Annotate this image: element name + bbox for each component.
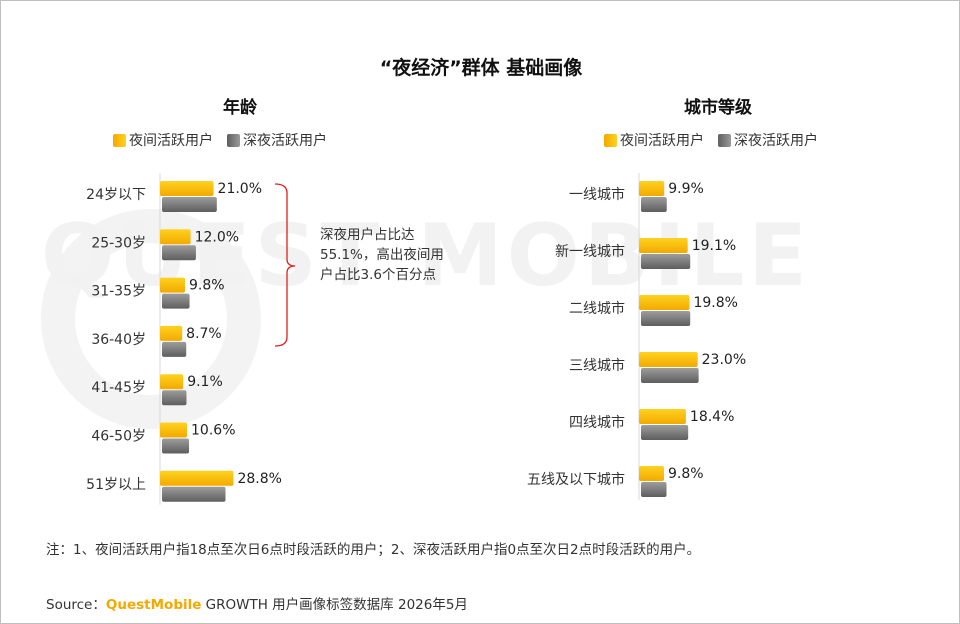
annotation-bracket <box>274 183 296 347</box>
legend-night-label: 夜间活跃用户 <box>129 133 213 149</box>
category-label: 24岁以下 <box>86 187 146 203</box>
bar-night <box>160 229 191 245</box>
bar-late <box>162 390 187 406</box>
bar-night <box>160 374 184 390</box>
bar-late <box>162 197 217 212</box>
category-label: 五线及以下城市 <box>527 471 625 488</box>
category-label: 36-40岁 <box>91 332 146 348</box>
category-label: 31-35岁 <box>91 284 146 300</box>
bar-late <box>162 486 226 502</box>
source-prefix: Source： <box>46 597 106 613</box>
source-brand: QuestMobile <box>105 597 202 613</box>
bar-night <box>160 325 183 341</box>
legend-late-swatch <box>718 133 731 147</box>
bar-night <box>639 295 690 310</box>
data-label: 18.4% <box>690 409 734 425</box>
bar-night <box>639 352 698 367</box>
city-legend: 夜间活跃用户 深夜活跃用户 <box>604 130 818 150</box>
data-label: 19.1% <box>692 238 736 254</box>
source-rest: GROWTH 用户画像标签数据库 2026年5月 <box>201 597 468 613</box>
category-label: 二线城市 <box>569 300 625 317</box>
bar-night <box>160 181 214 196</box>
data-label: 21.0% <box>218 181 262 197</box>
bar-night <box>639 466 664 481</box>
age-legend: 夜间活跃用户 深夜活跃用户 <box>113 130 327 150</box>
legend-night-swatch <box>604 133 617 147</box>
annotation-text: 深夜用户占比达55.1%，高出夜间用户占比3.6个百分点 <box>320 227 444 283</box>
data-label: 12.0% <box>195 229 239 245</box>
bar-late <box>641 368 699 383</box>
category-label: 一线城市 <box>569 186 625 203</box>
bar-late <box>162 438 190 454</box>
footnote: 注：1、夜间活跃用户指18点至次日6点时段活跃的用户；2、深夜活跃用户指0点至次… <box>46 542 701 558</box>
legend-night-swatch <box>113 133 126 147</box>
bar-late <box>641 311 691 326</box>
bar-night <box>639 409 686 424</box>
data-label: 9.8% <box>189 278 225 294</box>
category-label: 41-45岁 <box>91 380 146 396</box>
category-label: 四线城市 <box>569 414 625 431</box>
data-label: 10.6% <box>191 423 235 439</box>
city-chart-title: 城市等级 <box>684 98 752 118</box>
legend-late-label: 深夜活跃用户 <box>243 133 327 149</box>
bar-night <box>160 277 185 293</box>
data-label: 8.7% <box>186 326 222 342</box>
bar-night <box>160 470 234 486</box>
bar-night <box>639 238 688 253</box>
data-label: 23.0% <box>702 352 746 368</box>
city-chart: 一线城市 9.9% 新一线城市 19.1% 二线城市 19.8% 三线城市 23.0% 四线城市… <box>527 173 746 500</box>
bar-late <box>641 482 667 497</box>
data-label: 9.1% <box>187 374 223 390</box>
bar-night <box>639 181 665 196</box>
legend-late-label: 深夜活跃用户 <box>734 133 818 149</box>
bar-night <box>160 422 188 438</box>
bar-late <box>162 245 196 261</box>
bar-late <box>641 197 667 212</box>
age-chart-title: 年龄 <box>223 98 257 118</box>
bar-late <box>162 341 187 357</box>
bar-late <box>641 254 691 269</box>
bar-late <box>162 293 190 309</box>
data-label: 19.8% <box>693 295 737 311</box>
data-label: 9.9% <box>668 181 704 197</box>
data-label: 28.8% <box>237 471 281 487</box>
source-line: Source：QuestMobile GROWTH 用户画像标签数据库 2026… <box>46 593 468 613</box>
category-label: 51岁以上 <box>86 477 146 493</box>
bar-late <box>641 425 689 440</box>
category-label: 新一线城市 <box>555 243 625 260</box>
page-title: “夜经济”群体 基础画像 <box>379 57 583 79</box>
data-label: 9.8% <box>668 466 704 482</box>
category-label: 46-50岁 <box>91 429 146 445</box>
category-label: 25-30岁 <box>91 235 146 251</box>
legend-late-swatch <box>227 133 240 147</box>
category-label: 三线城市 <box>569 357 625 374</box>
legend-night-label: 夜间活跃用户 <box>620 133 704 149</box>
age-chart: 24岁以下 21.0% 25-30岁 12.0% 31-35岁 9.8% 36-40岁 8.7… <box>86 173 282 505</box>
